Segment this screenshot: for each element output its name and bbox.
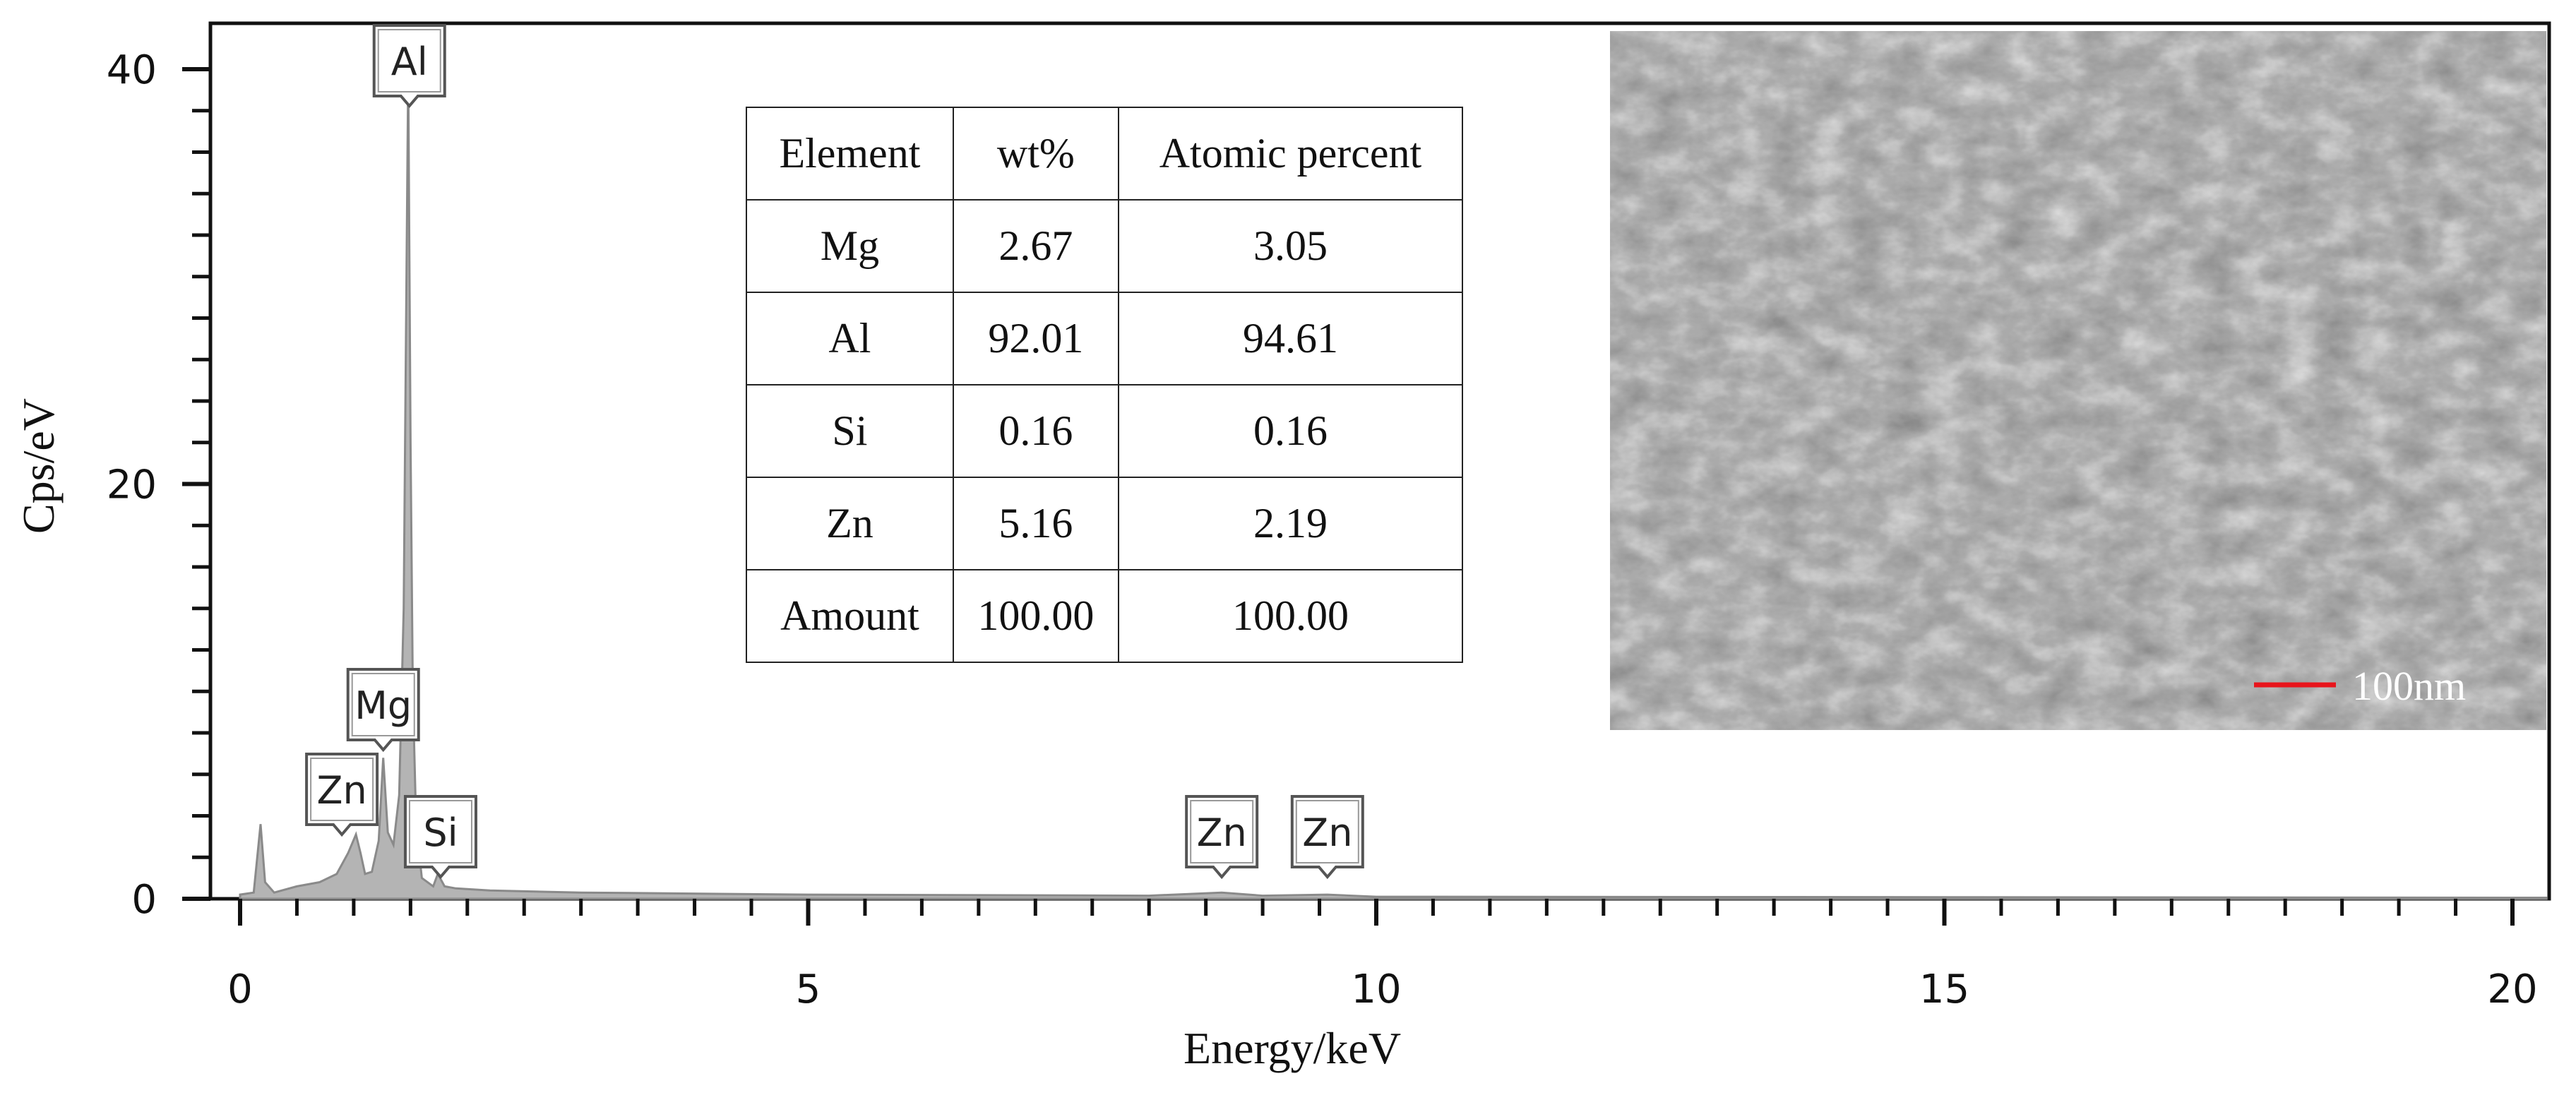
x-axis-label: Energy/keV <box>1183 1023 1401 1073</box>
sem-micrograph-inset <box>1610 31 2546 730</box>
peak-label-inner-border <box>1190 800 1254 863</box>
table-row: Al 92.01 94.61 <box>746 292 1464 385</box>
cell-atomic: 0.16 <box>1117 384 1464 478</box>
peak-label-text: Mg <box>354 683 412 728</box>
axis-layer: 0 5 10 15 20 0 20 40 <box>107 47 2538 1012</box>
y-axis-label: Cps/eV <box>13 398 64 534</box>
cell-wt: 92.01 <box>952 292 1119 385</box>
cell-element: Si <box>746 384 954 478</box>
peak-label-inner-border <box>408 800 472 863</box>
peak-label-inner-border <box>377 29 441 92</box>
peak-label: Mg <box>346 668 420 753</box>
cell-element: Zn <box>746 477 954 570</box>
peak-label-box <box>305 753 379 837</box>
peak-label-text: Zn <box>1197 811 1247 855</box>
x-tick-label: 0 <box>227 967 253 1012</box>
table-row: Zn 5.16 2.19 <box>746 477 1464 570</box>
peak-label-text: Al <box>391 40 428 84</box>
table-header-row: Element wt% Atomic percent <box>746 107 1464 201</box>
peak-label-box <box>372 24 446 109</box>
header-element: Element <box>746 107 954 201</box>
table-row: Mg 2.67 3.05 <box>746 199 1464 293</box>
y-tick-label: 0 <box>131 877 157 923</box>
cell-wt: 100.00 <box>952 569 1119 663</box>
peak-label-inner-border <box>351 673 415 736</box>
spectrum-layer <box>239 68 2548 900</box>
peak-label-box <box>346 668 420 753</box>
composition-table: Element wt% Atomic percent Mg 2.67 3.05 … <box>746 107 1464 663</box>
peak-label-text: Si <box>423 811 458 855</box>
sem-micrograph-image <box>1610 31 2546 730</box>
scale-bar-label: 100nm <box>2352 663 2467 709</box>
cell-wt: 2.67 <box>952 199 1119 293</box>
spectrum-series-0 <box>239 68 2548 900</box>
peak-label-box <box>403 795 477 880</box>
x-tick-label: 5 <box>796 967 821 1012</box>
cell-element: Amount <box>746 569 954 663</box>
peak-label-box <box>1290 795 1364 880</box>
peak-label: Zn <box>1185 795 1259 880</box>
peak-label-text: Zn <box>1302 811 1352 855</box>
cell-element: Mg <box>746 199 954 293</box>
cell-atomic: 100.00 <box>1117 569 1464 663</box>
y-tick-label: 20 <box>107 462 157 508</box>
x-tick-label: 15 <box>1919 967 1969 1012</box>
peak-label: Zn <box>305 753 379 837</box>
table-row: Amount 100.00 100.00 <box>746 569 1464 663</box>
y-tick-label: 40 <box>107 47 157 93</box>
peak-label: Si <box>403 795 477 880</box>
header-atomic-percent: Atomic percent <box>1117 107 1464 201</box>
peak-label-box <box>1185 795 1259 880</box>
peak-label-inner-border <box>1295 800 1359 863</box>
peak-label-text: Zn <box>317 768 367 813</box>
cell-wt: 5.16 <box>952 477 1119 570</box>
peak-label-inner-border <box>310 758 374 821</box>
cell-atomic: 94.61 <box>1117 292 1464 385</box>
cell-wt: 0.16 <box>952 384 1119 478</box>
cell-atomic: 2.19 <box>1117 477 1464 570</box>
cell-atomic: 3.05 <box>1117 199 1464 293</box>
peak-label: Zn <box>1290 795 1364 880</box>
x-tick-label: 10 <box>1351 967 1401 1012</box>
header-wt: wt% <box>952 107 1119 201</box>
cell-element: Al <box>746 292 954 385</box>
x-tick-label: 20 <box>2487 967 2537 1012</box>
peak-label: Al <box>372 24 446 109</box>
table-row: Si 0.16 0.16 <box>746 384 1464 478</box>
